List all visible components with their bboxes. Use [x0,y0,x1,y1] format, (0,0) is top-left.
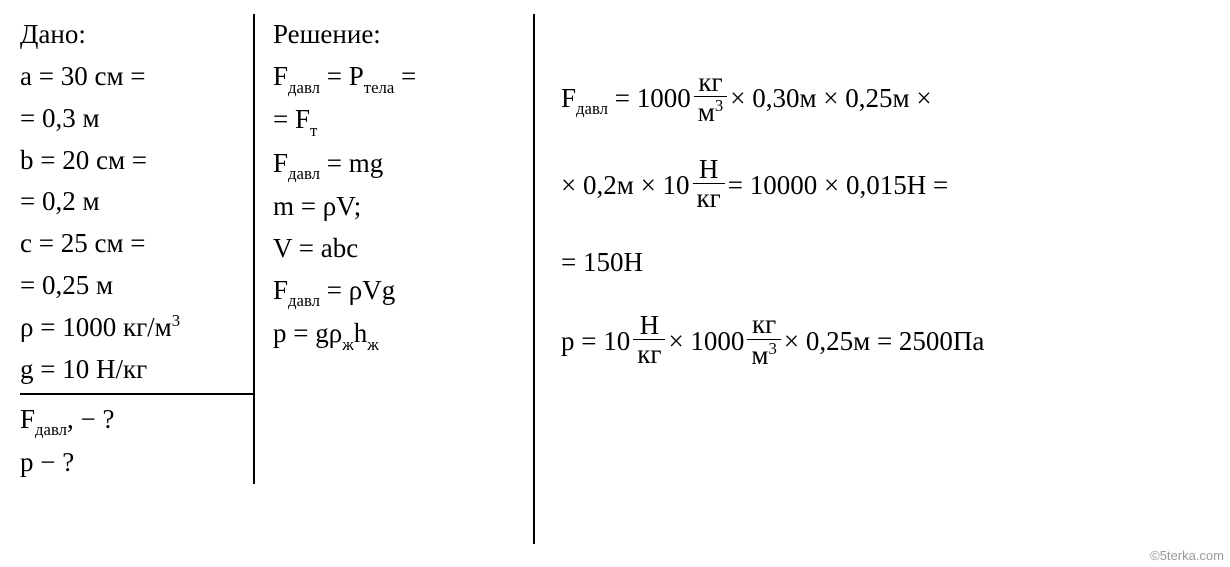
given-heading: Дано: [20,14,245,56]
eq-sub: тела [364,78,395,97]
eq-sub: давл [288,164,320,183]
physics-problem-page: Дано: a = 30 см = = 0,3 м b = 20 см = = … [0,0,1230,567]
given-box: Дано: a = 30 см = = 0,3 м b = 20 см = = … [20,14,255,395]
calc-line-1: Fдавл = 1000 кг м3 × 0,30м × 0,25м × [561,70,1220,129]
calc-seg: × 1000 [668,321,744,363]
solution-eq3: m = ρV; [273,186,533,228]
frac-den-exp: 3 [769,339,777,358]
eq-text: = [394,61,416,91]
given-column: Дано: a = 30 см = = 0,3 м b = 20 см = = … [20,14,255,484]
eq-text: = F [273,104,310,134]
find-p: p − ? [20,442,245,484]
frac-den: м3 [747,340,780,369]
fraction: Н кг [633,311,665,369]
find-F-tail: , − ? [67,404,114,434]
frac-num: кг [694,68,727,97]
calc-seg: × 0,25м = 2500Па [784,321,985,363]
fraction: кг м3 [694,68,727,127]
watermark: ©5terka.com [1150,548,1224,563]
frac-den-base: м [698,97,715,127]
eq-text: h [354,318,368,348]
rho-text: ρ = 1000 кг/м [20,312,172,342]
given-g: g = 10 Н/кг [20,349,245,391]
solution-eq1: Fдавл = Pтела = [273,56,533,99]
fraction: Н кг [693,155,725,213]
solution-column: Решение: Fдавл = Pтела = = Fт Fдавл = mg… [255,14,535,544]
columns: Дано: a = 30 см = = 0,3 м b = 20 см = = … [20,14,1220,544]
given-line: c = 25 см = [20,223,245,265]
calc-seg: × 0,30м × 0,25м × [730,78,931,120]
calc-seg: × 0,2м × 10 [561,165,690,207]
frac-num: Н [633,311,665,340]
given-line: = 0,25 м [20,265,245,307]
find-box: Fдавл, − ? p − ? [20,395,255,484]
eq-sub: ж [367,335,379,354]
eq-text: F [273,275,288,305]
calc-line-4: p = 10 Н кг × 1000 кг м3 × 0,25м = 2500П… [561,312,1220,371]
calc-seg: p = 10 [561,321,630,363]
frac-den: кг [633,340,665,368]
given-rho: ρ = 1000 кг/м3 [20,307,245,349]
solution-eq1b: = Fт [273,99,533,142]
calc-seg: = 150Н [561,242,643,284]
eq-sub: ж [342,335,354,354]
solution-eq2: Fдавл = mg [273,143,533,186]
eq-text: = P [320,61,364,91]
eq-sub: т [310,121,317,140]
solution-eq5: Fдавл = ρVg [273,270,533,313]
calc-sub: давл [576,99,608,118]
frac-den-exp: 3 [715,96,723,115]
eq-sub: давл [288,291,320,310]
find-F-sub: давл [35,420,67,439]
calc-sym: F [561,83,576,113]
calc-text: Fдавл = 1000 [561,78,691,121]
calc-line-3: = 150Н [561,242,1220,284]
calc-line-2: × 0,2м × 10 Н кг = 10000 × 0,015Н = [561,157,1220,215]
eq-text: F [273,148,288,178]
eq-text: = mg [320,148,383,178]
calc-column: Fдавл = 1000 кг м3 × 0,30м × 0,25м × × 0… [535,14,1220,399]
eq-text: F [273,61,288,91]
eq-sub: давл [288,78,320,97]
given-line: = 0,2 м [20,181,245,223]
solution-eq4: V = abc [273,228,533,270]
rho-exp: 3 [172,311,180,330]
frac-den-base: м [751,340,768,370]
frac-den: м3 [694,97,727,126]
solution-eq6: p = gρжhж [273,313,533,356]
given-line: b = 20 см = [20,140,245,182]
solution-heading: Решение: [273,14,533,56]
find-F-sym: F [20,404,35,434]
frac-den: кг [693,184,725,212]
fraction: кг м3 [747,310,780,369]
given-line: = 0,3 м [20,98,245,140]
find-F: Fдавл, − ? [20,399,245,442]
eq-text: p = gρ [273,318,342,348]
calc-seg: = 1000 [608,83,691,113]
eq-text: = ρVg [320,275,395,305]
given-line: a = 30 см = [20,56,245,98]
frac-num: кг [747,310,780,339]
calc-seg: = 10000 × 0,015Н = [728,165,948,207]
frac-num: Н [693,155,725,184]
